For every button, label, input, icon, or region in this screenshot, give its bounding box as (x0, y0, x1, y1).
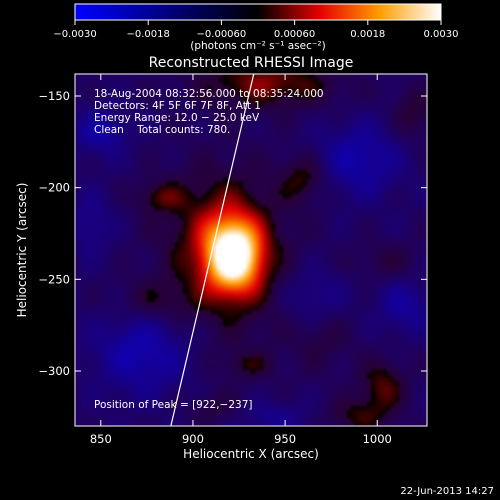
colorbar-gradient (75, 4, 441, 20)
colorbar-tick-label: 0.00060 (274, 29, 315, 40)
y-tick-label: −200 (38, 181, 70, 195)
colorbar-tick-label: 0.0018 (350, 29, 385, 40)
solar-limb-line (170, 73, 255, 427)
colorbar-tick-label: −0.0018 (127, 29, 170, 40)
colorbar-tick-label: −0.0030 (53, 29, 96, 40)
y-tick-label: −250 (38, 272, 70, 286)
colorbar-unit-label: (photons cm⁻² s⁻¹ asec⁻²) (190, 40, 325, 52)
x-axis: 850 900 950 1000 (90, 74, 392, 446)
footer-timestamp: 22-Jun-2013 14:27 (400, 486, 494, 497)
y-tick-label: −300 (38, 364, 70, 378)
plot-frame (74, 73, 428, 427)
heatmap-image (75, 74, 427, 426)
colorbar-frame (74, 3, 442, 21)
colorbar-tick-label: −0.00060 (197, 29, 247, 40)
x-tick-label: 950 (274, 432, 296, 446)
annotation-peak-position: Position of Peak = [922,−237] (94, 399, 253, 411)
annotation-detectors: Detectors: 4F 5F 6F 7F 8F, Att 1 (94, 100, 261, 112)
y-axis-label: Heliocentric Y (arcsec) (15, 183, 29, 318)
annotation-time-range: 18-Aug-2004 08:32:56.000 to 08:35:24.000 (94, 88, 324, 100)
x-tick-label: 1000 (363, 432, 392, 446)
y-tick-label: −150 (38, 89, 70, 103)
annotation-clean: Clean Total counts: 780. (94, 124, 230, 136)
y-axis: −150 −200 −250 −300 (38, 89, 427, 378)
colorbar: −0.0030 −0.0018 −0.00060 0.00060 0.0018 0.003… (53, 3, 459, 52)
x-tick-label: 850 (90, 432, 112, 446)
chart-title: Reconstructed RHESSI Image (149, 55, 354, 71)
x-tick-label: 900 (182, 432, 204, 446)
colorbar-tick-label: 0.0030 (424, 29, 459, 40)
x-axis-label: Heliocentric X (arcsec) (183, 447, 319, 461)
annotation-energy-range: Energy Range: 12.0 − 25.0 keV (94, 112, 260, 124)
